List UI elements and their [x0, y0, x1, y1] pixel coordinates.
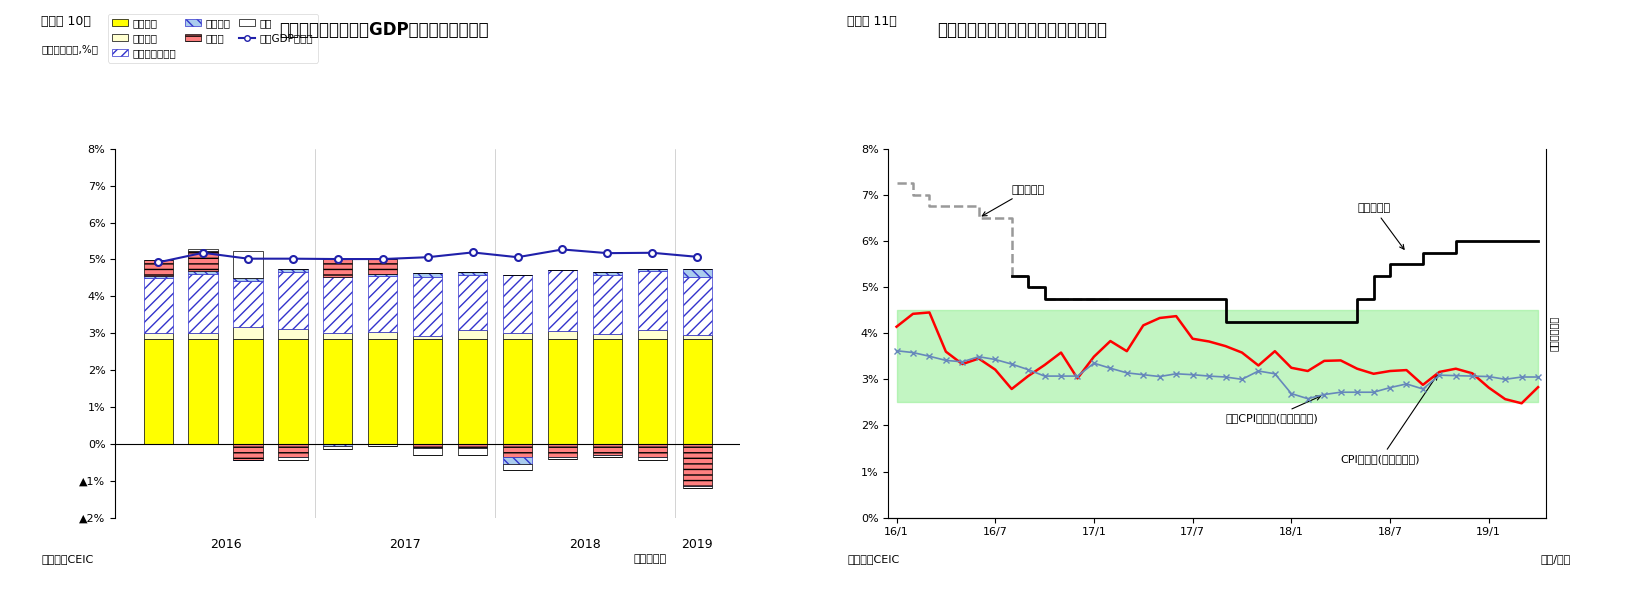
Text: 新政策金利: 新政策金利 — [1357, 203, 1405, 249]
Bar — [638, 270, 666, 271]
Text: 2016: 2016 — [209, 538, 242, 551]
Bar — [324, 340, 352, 444]
Bar — [592, 334, 622, 340]
Bar — [503, 444, 531, 457]
Bar — [457, 330, 487, 340]
Bar — [683, 270, 712, 277]
Text: （図表 10）: （図表 10） — [41, 15, 90, 28]
Bar — [548, 331, 577, 340]
Bar — [413, 336, 443, 340]
Bar — [278, 340, 308, 444]
Text: 2019: 2019 — [681, 538, 712, 551]
Legend: 民間消費, 政府消費, 総固定資本形成, 在庫変動, 純輸出, 誤差, 実質GDP成長率: 民間消費, 政府消費, 総固定資本形成, 在庫変動, 純輸出, 誤差, 実質GD… — [109, 14, 317, 62]
Bar — [683, 486, 712, 488]
Bar — [234, 340, 263, 444]
Bar — [189, 340, 217, 444]
Bar — [548, 340, 577, 444]
Bar — [413, 447, 443, 455]
Bar — [592, 455, 622, 457]
Bar — [324, 444, 352, 446]
Bar — [638, 457, 666, 461]
Bar — [503, 333, 531, 340]
Text: CPI上昇率(前年同月比): CPI上昇率(前年同月比) — [1341, 375, 1438, 464]
Bar — [503, 340, 531, 444]
Bar — [548, 271, 577, 331]
Bar — [143, 333, 173, 340]
Bar — [457, 275, 487, 330]
Bar — [638, 330, 666, 340]
Bar — [278, 272, 308, 329]
Text: （図表 11）: （図表 11） — [847, 15, 897, 28]
Bar — [143, 340, 173, 444]
Bar — [189, 249, 217, 251]
Bar — [638, 271, 666, 330]
Bar — [548, 457, 577, 459]
Bar — [234, 327, 263, 340]
Bar — [189, 274, 217, 333]
Bar — [324, 446, 352, 449]
Bar — [503, 464, 531, 469]
Text: （資料）CEIC: （資料）CEIC — [847, 555, 900, 564]
Bar — [548, 444, 577, 457]
Bar — [413, 340, 443, 444]
Bar — [683, 340, 712, 444]
Text: 2018: 2018 — [569, 538, 600, 551]
Bar — [592, 275, 622, 334]
Text: 2017: 2017 — [390, 538, 421, 551]
Bar — [278, 269, 308, 272]
Bar — [592, 444, 622, 455]
Y-axis label: インフレ目標: インフレ目標 — [1550, 315, 1559, 351]
Bar — [278, 444, 308, 457]
Bar — [413, 444, 443, 447]
Bar — [683, 277, 712, 335]
Bar — [683, 444, 712, 486]
Bar — [368, 274, 398, 276]
Bar — [368, 444, 398, 446]
Text: コアCPI上昇率(前年同月比): コアCPI上昇率(前年同月比) — [1226, 396, 1321, 423]
Bar — [234, 278, 263, 281]
Bar — [324, 277, 352, 333]
Bar — [503, 274, 531, 333]
Bar — [234, 281, 263, 327]
Bar — [503, 457, 531, 464]
Bar — [592, 272, 622, 275]
Bar — [457, 340, 487, 444]
Bar — [638, 340, 666, 444]
Bar — [368, 332, 398, 340]
Bar — [368, 276, 398, 332]
Text: （資料）CEIC: （資料）CEIC — [41, 555, 94, 564]
Text: （前年同期比,%）: （前年同期比,%） — [41, 45, 99, 55]
Bar — [638, 444, 666, 457]
Text: インドネシアのインフレ率と政策金利: インドネシアのインフレ率と政策金利 — [938, 21, 1107, 39]
Bar — [189, 251, 217, 271]
Bar — [189, 271, 217, 274]
Bar — [143, 277, 173, 278]
Bar — [413, 273, 443, 277]
Text: 旧政策金利: 旧政策金利 — [982, 184, 1045, 216]
Bar — [143, 260, 173, 277]
Bar — [278, 457, 308, 461]
Bar — [234, 444, 263, 461]
Bar — [234, 250, 263, 278]
Bar — [683, 335, 712, 340]
Bar — [592, 340, 622, 444]
Bar — [457, 447, 487, 455]
Bar — [368, 259, 398, 274]
Bar — [368, 340, 398, 444]
Text: （年/月）: （年/月） — [1541, 555, 1571, 564]
Bar — [548, 270, 577, 271]
Bar — [143, 278, 173, 333]
Bar — [278, 329, 308, 340]
Text: （四半期）: （四半期） — [633, 555, 666, 564]
Bar — [457, 272, 487, 275]
Bar — [324, 333, 352, 340]
Text: インドネシア　実質GDP成長率（需要側）: インドネシア 実質GDP成長率（需要側） — [280, 21, 489, 39]
Bar — [457, 444, 487, 447]
Bar — [413, 277, 443, 336]
Bar — [189, 333, 217, 340]
Bar — [324, 259, 352, 277]
